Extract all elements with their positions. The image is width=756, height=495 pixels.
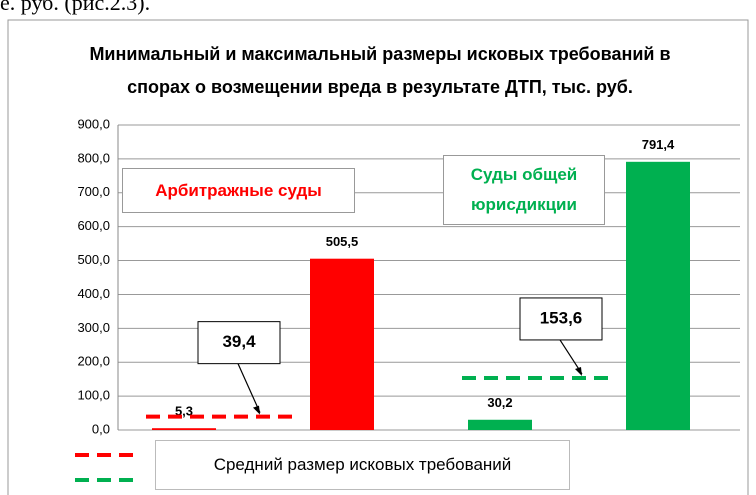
callout-arrowhead (575, 366, 582, 376)
y-tick-label: 900,0 (77, 116, 110, 131)
y-tick-label: 400,0 (77, 286, 110, 301)
y-tick-label: 300,0 (77, 320, 110, 335)
bar (468, 419, 532, 430)
average-label: 39,4 (222, 332, 256, 351)
value-label: 505,5 (326, 234, 359, 249)
y-tick-label: 0,0 (92, 421, 110, 436)
callout-box (197, 321, 281, 365)
callout-box (519, 297, 603, 341)
callout-arrowhead (253, 405, 260, 415)
y-tick-label: 500,0 (77, 252, 110, 267)
group-label: Арбитражные суды (122, 168, 355, 213)
y-tick-label: 800,0 (77, 150, 110, 165)
y-tick-label: 700,0 (77, 184, 110, 199)
caption: е. руб. (рис.2.3). (0, 0, 151, 15)
callout-arrow (237, 363, 261, 413)
y-tick-label: 100,0 (77, 388, 110, 403)
group-label: Суды общей юрисдикции (443, 155, 605, 225)
bar (310, 258, 374, 430)
legend-label: Средний размер исковых требований (213, 455, 512, 474)
average-label: 153,6 (540, 308, 583, 327)
bar (626, 161, 690, 430)
value-label: 30,2 (487, 395, 512, 410)
y-tick-label: 200,0 (77, 354, 110, 369)
chart-title: Минимальный и максимальный размеры исков… (89, 44, 671, 97)
value-label: 791,4 (642, 137, 675, 152)
y-tick-label: 600,0 (77, 218, 110, 233)
bar (152, 428, 216, 430)
legend: Средний размер исковых требований (155, 440, 570, 490)
chart-frame (7, 19, 749, 495)
